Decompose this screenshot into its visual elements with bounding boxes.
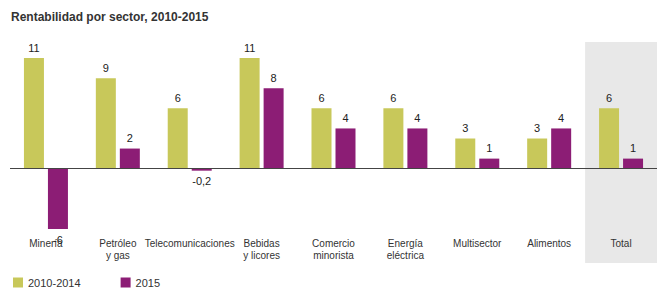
- svg-text:2: 2: [127, 132, 133, 144]
- svg-text:y licores: y licores: [243, 250, 280, 261]
- svg-text:11: 11: [28, 42, 39, 54]
- svg-text:Energía: Energía: [388, 238, 423, 249]
- svg-text:-6: -6: [53, 234, 63, 246]
- svg-text:11: 11: [244, 42, 255, 54]
- svg-text:4: 4: [342, 112, 348, 124]
- svg-text:4: 4: [414, 112, 420, 124]
- svg-text:2010-2014: 2010-2014: [28, 277, 81, 289]
- svg-text:1: 1: [486, 142, 492, 154]
- svg-text:6: 6: [390, 92, 396, 104]
- svg-text:3: 3: [462, 122, 468, 134]
- svg-text:3: 3: [534, 122, 540, 134]
- svg-text:6: 6: [175, 92, 181, 104]
- svg-text:Total: Total: [610, 238, 631, 249]
- svg-text:6: 6: [606, 92, 612, 104]
- svg-text:minorista: minorista: [313, 250, 354, 261]
- svg-text:Rentabilidad por sector, 2010-: Rentabilidad por sector, 2010-2015: [11, 10, 209, 24]
- svg-text:9: 9: [103, 62, 109, 74]
- svg-text:Comercio: Comercio: [312, 238, 355, 249]
- svg-text:Bebidas: Bebidas: [244, 238, 280, 249]
- svg-text:8: 8: [271, 72, 277, 84]
- svg-text:Alimentos: Alimentos: [527, 238, 571, 249]
- svg-text:Telecomunicaciones: Telecomunicaciones: [145, 238, 235, 249]
- svg-text:-0,2: -0,2: [192, 175, 211, 187]
- svg-text:Multisector: Multisector: [453, 238, 502, 249]
- svg-text:y gas: y gas: [106, 250, 130, 261]
- svg-text:Petróleo: Petróleo: [99, 238, 137, 249]
- svg-text:eléctrica: eléctrica: [387, 250, 425, 261]
- svg-text:1: 1: [630, 142, 636, 154]
- svg-text:6: 6: [318, 92, 324, 104]
- svg-text:4: 4: [558, 112, 564, 124]
- svg-text:Minería: Minería: [29, 237, 63, 249]
- svg-text:2015: 2015: [136, 277, 160, 289]
